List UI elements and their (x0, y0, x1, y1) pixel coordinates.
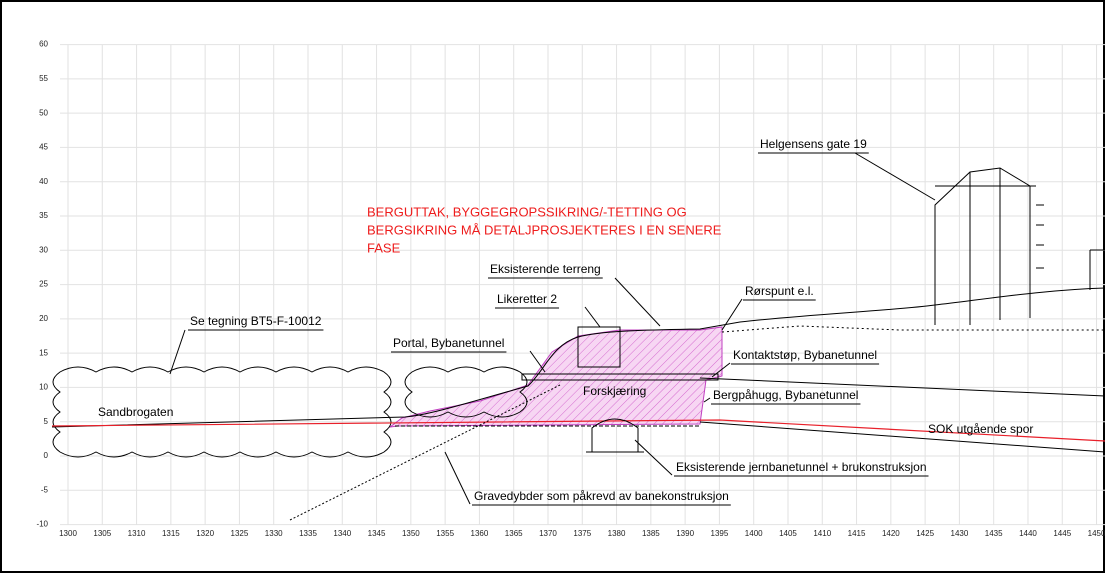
tunnel-line (699, 377, 1105, 397)
leader-line (529, 350, 546, 373)
x-tick-label: 1420 (882, 529, 900, 538)
x-tick-label: 1410 (813, 529, 831, 538)
x-tick-label: 1390 (676, 529, 694, 538)
leader-line (721, 298, 743, 331)
x-tick-label: 1370 (539, 529, 557, 538)
label: Gravedybder som påkrevd av banekonstruks… (474, 489, 729, 503)
label: SOK utgående spor (928, 422, 1033, 436)
leader-line (614, 277, 661, 327)
y-tick-label: 5 (44, 417, 49, 426)
slab (521, 373, 719, 381)
x-tick-label: 1365 (505, 529, 523, 538)
x-tick-label: 1355 (436, 529, 454, 538)
y-tick-label: 35 (39, 211, 48, 220)
x-tick-label: 1310 (128, 529, 146, 538)
y-tick-label: 10 (39, 383, 48, 392)
y-tick-label: 30 (39, 245, 48, 254)
y-tick-label: 50 (39, 108, 48, 117)
x-tick-label: 1335 (299, 529, 317, 538)
rectifier (577, 326, 621, 368)
x-tick-label: 1350 (402, 529, 420, 538)
x-tick-label: 1300 (59, 529, 77, 538)
y-tick-label: 60 (39, 40, 48, 49)
y-tick-label: 40 (39, 177, 48, 186)
x-tick-label: 1375 (573, 529, 591, 538)
rock-line (721, 325, 1105, 333)
x-tick-label: 1450 (1088, 529, 1105, 538)
x-tick-label: 1425 (916, 529, 934, 538)
label: Portal, Bybanetunnel (393, 336, 504, 350)
y-tick-label: 25 (39, 280, 48, 289)
leader-line (169, 329, 186, 375)
x-tick-label: 1445 (1053, 529, 1071, 538)
leader-line (584, 306, 601, 328)
label: Bergpåhugg, Bybanetunnel (713, 388, 858, 402)
x-tick-label: 1400 (745, 529, 763, 538)
x-tick-label: 1385 (642, 529, 660, 538)
label: Se tegning BT5-F-10012 (190, 314, 322, 328)
building (934, 167, 1105, 325)
x-tick-label: 1380 (608, 529, 626, 538)
label: Helgensens gate 19 (760, 137, 867, 151)
x-tick-label: 1440 (1019, 529, 1037, 538)
x-tick-label: 1435 (985, 529, 1003, 538)
x-tick-label: 1415 (848, 529, 866, 538)
rail-tunnel (586, 418, 644, 453)
cloud-outline (52, 366, 528, 458)
label: Likeretter 2 (497, 292, 557, 306)
x-tick-label: 1320 (196, 529, 214, 538)
y-tick-label: -5 (41, 485, 49, 494)
terrain-line (51, 287, 1105, 428)
x-tick-label: 1345 (368, 529, 386, 538)
note: BERGSIKRING MÅ DETALJPROSJEKTERES I EN S… (367, 222, 722, 237)
label: Sandbrogaten (98, 405, 173, 419)
x-tick-label: 1360 (471, 529, 489, 538)
x-tick-label: 1430 (951, 529, 969, 538)
track-line (51, 419, 1105, 442)
leader-line (854, 152, 936, 201)
x-tick-label: 1405 (779, 529, 797, 538)
x-tick-label: 1395 (711, 529, 729, 538)
y-tick-label: 15 (39, 348, 48, 357)
y-tick-label: 45 (39, 143, 48, 152)
y-tick-label: 20 (39, 314, 48, 323)
y-tick-label: 0 (44, 451, 49, 460)
x-tick-label: 1325 (231, 529, 249, 538)
x-tick-label: 1305 (93, 529, 111, 538)
label: Eksisterende terreng (490, 262, 601, 276)
leader-line (634, 439, 673, 476)
label: Rørspunt e.l. (745, 284, 814, 298)
x-tick-label: 1330 (265, 529, 283, 538)
label: Eksisterende jernbanetunnel + brukonstru… (676, 460, 927, 474)
label: Kontaktstøp, Bybanetunnel (733, 348, 877, 362)
leader-line (444, 451, 471, 505)
leader-line (711, 362, 731, 378)
label: Forskjæring (583, 384, 646, 398)
annotations: BERGUTTAK, BYGGEGROPSSIKRING/-TETTING OG… (98, 137, 1033, 506)
x-tick-label: 1340 (333, 529, 351, 538)
note: BERGUTTAK, BYGGEGROPSSIKRING/-TETTING OG (367, 204, 687, 219)
note: FASE (367, 240, 401, 255)
leader-line (703, 397, 711, 403)
y-tick-label: 55 (39, 74, 48, 83)
y-tick-label: -10 (36, 520, 48, 529)
x-tick-label: 1315 (162, 529, 180, 538)
tunnel-line (699, 421, 1105, 453)
